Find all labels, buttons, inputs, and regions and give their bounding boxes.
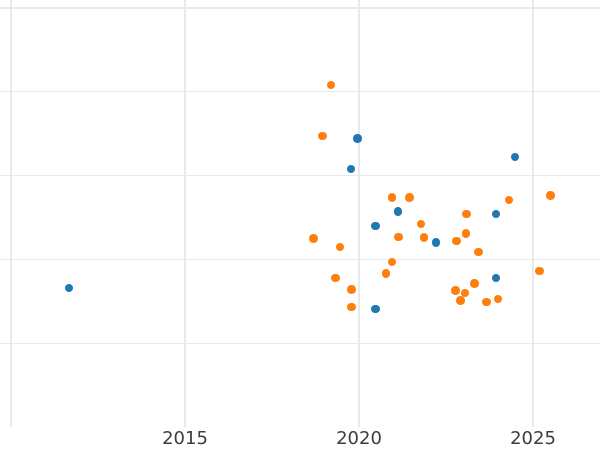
data-point-orange-series	[535, 266, 544, 276]
x-tick-label: 2025	[510, 428, 556, 449]
data-point-orange-series	[482, 297, 491, 307]
data-point-orange-series	[416, 219, 426, 229]
x-gridline	[532, 0, 534, 427]
data-point-orange-series	[381, 269, 391, 278]
data-point-orange-series	[462, 209, 471, 219]
data-point-blue-series	[510, 152, 520, 162]
data-point-orange-series	[461, 229, 471, 238]
data-point-orange-series	[456, 296, 465, 305]
data-point-blue-series	[491, 209, 501, 219]
data-point-blue-series	[393, 207, 403, 216]
data-point-blue-series	[431, 238, 441, 247]
data-point-orange-series	[387, 193, 397, 202]
data-point-blue-series	[353, 134, 362, 143]
data-point-blue-series	[491, 273, 501, 283]
data-point-orange-series	[504, 195, 514, 205]
x-gridline	[358, 0, 360, 427]
y-gridline	[0, 342, 600, 344]
data-point-orange-series	[331, 273, 340, 283]
data-point-orange-series	[474, 247, 483, 257]
data-point-orange-series	[405, 193, 414, 202]
data-point-orange-series	[335, 242, 345, 252]
data-point-orange-series	[451, 286, 460, 295]
y-gridline	[0, 7, 600, 9]
data-point-orange-series	[460, 288, 470, 298]
data-point-orange-series	[452, 236, 461, 246]
data-point-orange-series	[394, 232, 403, 242]
y-gridline	[0, 258, 600, 261]
data-point-blue-series	[64, 283, 74, 293]
data-point-orange-series	[546, 191, 555, 200]
data-point-blue-series	[371, 304, 380, 314]
x-gridline	[184, 0, 186, 427]
data-point-orange-series	[347, 302, 356, 312]
y-gridline	[0, 91, 600, 93]
data-point-blue-series	[346, 164, 356, 174]
data-point-orange-series	[470, 279, 479, 288]
data-point-orange-series	[326, 80, 336, 90]
x-tick-label: 2015	[162, 428, 208, 449]
data-point-blue-series	[371, 221, 380, 231]
data-point-orange-series	[309, 234, 318, 243]
data-point-orange-series	[493, 294, 503, 304]
y-gridline	[0, 174, 600, 177]
data-point-orange-series	[419, 233, 429, 242]
x-tick-label: 2020	[336, 428, 382, 449]
data-point-orange-series	[387, 257, 397, 267]
data-point-orange-series	[347, 285, 356, 294]
x-gridline	[10, 0, 12, 427]
data-point-orange-series	[318, 131, 327, 141]
